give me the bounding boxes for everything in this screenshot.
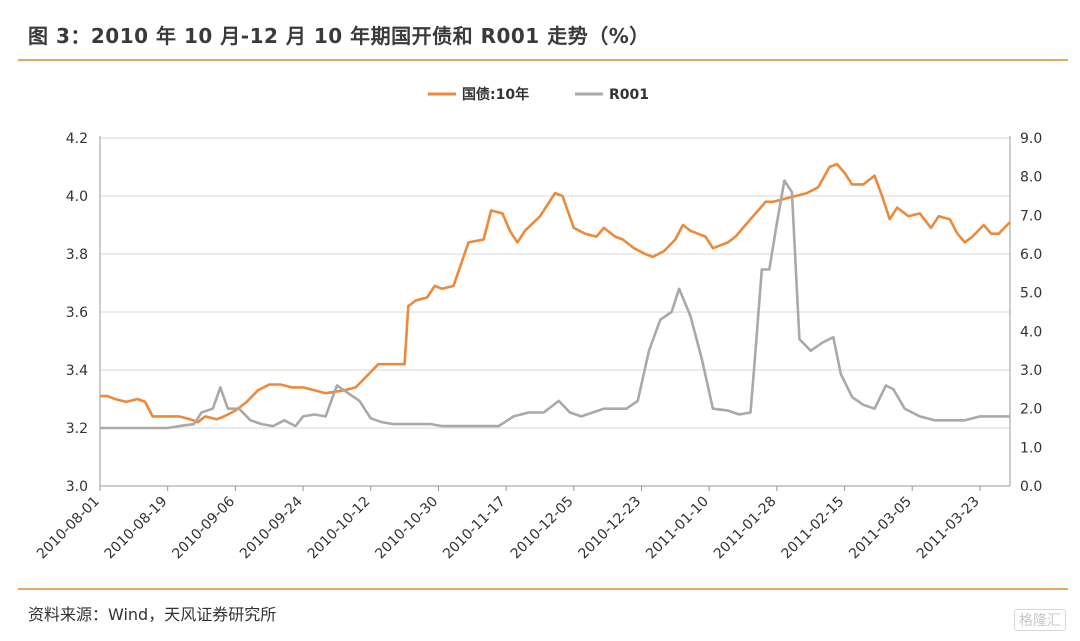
legend: 国债:10年 R001: [428, 86, 649, 103]
x-tick-label: 2010-08-19: [102, 494, 171, 563]
left-tick-label: 3.4: [66, 363, 88, 379]
right-tick-label: 2.0: [1020, 402, 1042, 418]
x-tick-label: 2011-02-15: [779, 494, 848, 563]
x-tick-label: 2010-09-06: [169, 493, 238, 562]
x-tick-label: 2010-12-05: [508, 494, 577, 563]
right-tick-label: 5.0: [1020, 286, 1042, 302]
x-tick-label: 2011-03-23: [914, 494, 983, 563]
x-tick-label: 2010-09-24: [237, 493, 306, 562]
x-tick-label: 2011-01-10: [643, 494, 712, 563]
left-axis-ticks: 3.0 3.2 3.4 3.6 3.8 4.0 4.2: [66, 131, 88, 495]
right-tick-label: 1.0: [1020, 440, 1042, 456]
line-chart: 3.0 3.2 3.4 3.6 3.8 4.0 4.2 0.0 1.0 2.0 3.0 4.0 5.0…: [34, 86, 1042, 562]
left-tick-label: 3.6: [66, 305, 88, 321]
watermark-logo: 格隆汇: [1014, 609, 1066, 631]
right-tick-label: 3.0: [1020, 363, 1042, 379]
chart-axes: [99, 136, 1011, 487]
right-tick-label: 8.0: [1020, 170, 1042, 186]
x-tick-label: 2011-01-28: [711, 494, 780, 563]
x-tick-label: 2010-11-17: [440, 494, 509, 563]
x-axis-ticks: 2010-08-012010-08-192010-09-062010-09-24…: [34, 486, 983, 562]
left-tick-label: 3.0: [66, 479, 88, 495]
right-tick-label: 9.0: [1020, 131, 1042, 147]
x-tick-label: 2010-08-01: [34, 494, 103, 563]
source-note: 资料来源：Wind，天风证券研究所: [28, 605, 277, 624]
left-tick-label: 3.8: [66, 247, 88, 263]
right-tick-label: 0.0: [1020, 479, 1042, 495]
right-tick-label: 6.0: [1020, 247, 1042, 263]
right-tick-label: 7.0: [1020, 208, 1042, 224]
x-tick-label: 2010-12-23: [575, 494, 644, 563]
legend-label: R001: [609, 87, 649, 103]
x-tick-label: 2010-10-30: [372, 494, 441, 563]
series-line-repo: [100, 179, 1010, 430]
series-lines: [100, 162, 1011, 430]
right-tick-label: 4.0: [1020, 324, 1042, 340]
left-tick-label: 3.2: [66, 421, 88, 437]
x-tick-label: 2010-10-12: [305, 494, 374, 563]
legend-label: 国债:10年: [462, 86, 529, 103]
footer-rule: [18, 588, 1068, 590]
left-tick-label: 4.2: [66, 131, 88, 147]
grid-lines: [100, 137, 1010, 429]
series-line-bond: [100, 162, 1011, 424]
x-tick-label: 2011-03-05: [846, 494, 915, 563]
right-axis-ticks: 0.0 1.0 2.0 3.0 4.0 5.0 6.0 7.0 8.0 9.0: [1020, 131, 1042, 495]
header-rule: [18, 59, 1068, 61]
left-tick-label: 4.0: [66, 189, 88, 205]
chart-title: 图 3：2010 年 10 月-12 月 10 年期国开债和 R001 走势（%…: [28, 24, 650, 48]
